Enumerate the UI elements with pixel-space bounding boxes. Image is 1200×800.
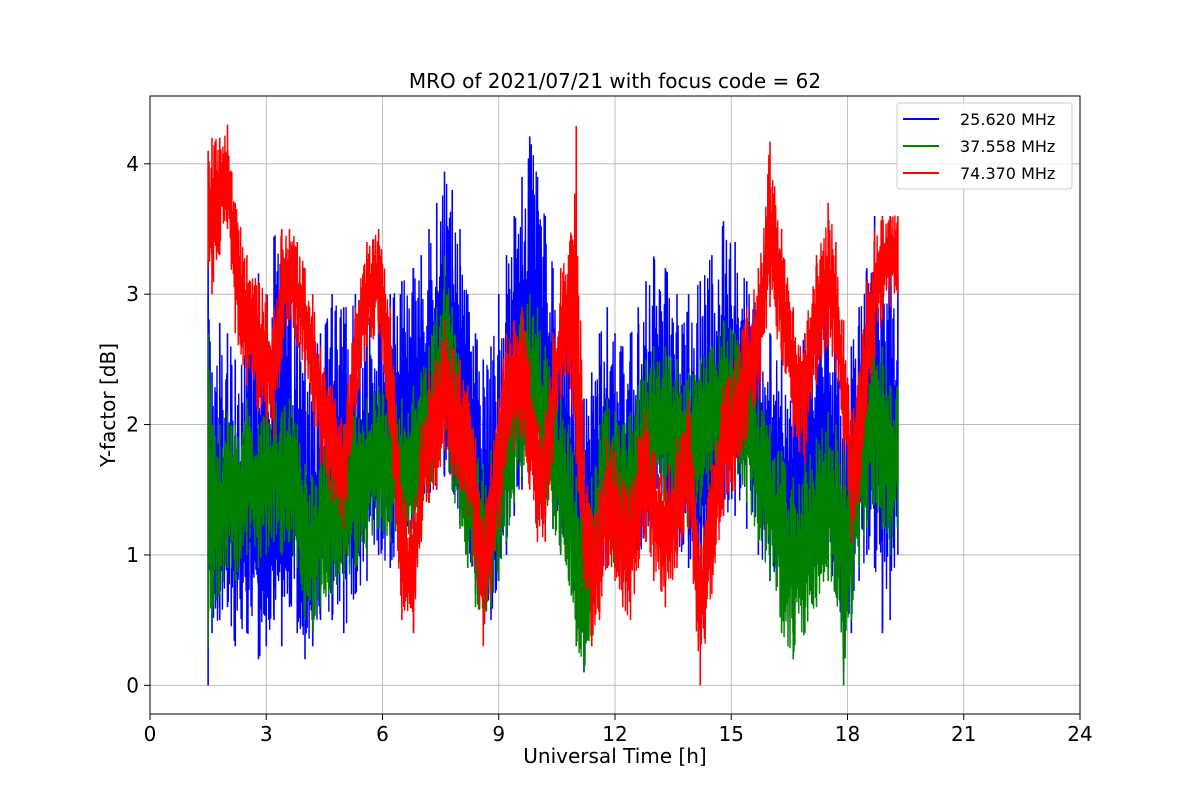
y-tick-label: 3 xyxy=(126,282,139,306)
legend: 25.620 MHz 37.558 MHz 74.370 MHz xyxy=(896,102,1073,190)
y-tick-label: 1 xyxy=(126,543,139,567)
legend-label: 74.370 MHz xyxy=(960,164,1055,183)
y-axis: 0 1 2 3 4 xyxy=(126,152,150,697)
x-tick-label: 15 xyxy=(719,722,744,746)
chart-title: MRO of 2021/07/21 with focus code = 62 xyxy=(409,69,821,93)
x-tick-label: 18 xyxy=(835,722,860,746)
x-tick-label: 3 xyxy=(260,722,273,746)
x-tick-label: 6 xyxy=(376,722,389,746)
x-tick-label: 24 xyxy=(1067,722,1092,746)
x-tick-label: 9 xyxy=(492,722,505,746)
y-tick-label: 4 xyxy=(126,152,139,176)
legend-label: 25.620 MHz xyxy=(960,110,1055,129)
legend-box xyxy=(896,102,1073,190)
series-layer xyxy=(207,124,899,686)
x-tick-label: 21 xyxy=(951,722,976,746)
series-3 xyxy=(207,124,899,686)
x-axis-label: Universal Time [h] xyxy=(523,744,706,768)
x-axis: 0 3 6 9 12 15 18 21 24 xyxy=(144,714,1093,746)
y-tick-label: 2 xyxy=(126,413,139,437)
y-tick-label: 0 xyxy=(126,673,139,697)
legend-label: 37.558 MHz xyxy=(960,137,1055,156)
y-axis-label: Y-factor [dB] xyxy=(96,343,120,468)
x-tick-label: 0 xyxy=(144,722,157,746)
plot-area xyxy=(149,95,1081,715)
x-tick-label: 12 xyxy=(602,722,627,746)
